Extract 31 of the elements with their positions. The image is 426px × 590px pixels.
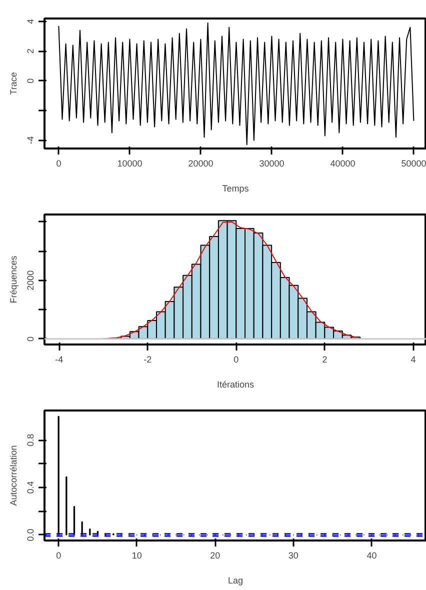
x-tick-label: 50000 xyxy=(401,158,426,168)
y-tick-label: 0.0 xyxy=(26,528,36,542)
x-tick-label: 30000 xyxy=(259,158,284,168)
x-tick-label: 40000 xyxy=(330,158,356,168)
y-tick-label: 0 xyxy=(26,78,36,84)
y-tick-label: 2000 xyxy=(26,270,36,290)
x-tick-label: -4 xyxy=(55,354,64,364)
x-tick-label: -2 xyxy=(144,354,152,364)
x-tick-label: 20000 xyxy=(188,158,214,168)
x-tick-label: 10 xyxy=(132,550,142,560)
x-tick-label: 10000 xyxy=(117,158,142,168)
y-tick-label: 2 xyxy=(26,48,36,54)
x-tick-label: 4 xyxy=(410,354,416,364)
x-tick-label: 2 xyxy=(322,354,328,364)
x-tick-label: 0 xyxy=(56,158,62,168)
y-axis-title: Autocorrélation xyxy=(8,445,18,506)
y-tick-label: -4 xyxy=(26,136,36,144)
y-tick-label: 0 xyxy=(26,336,36,342)
y-axis-title: Trace xyxy=(8,72,18,95)
x-tick-label: 30 xyxy=(288,550,298,560)
y-tick-label: 0.4 xyxy=(26,481,36,494)
x-axis-title: Lag xyxy=(228,576,244,586)
x-tick-label: 40 xyxy=(366,550,377,560)
x-axis-title: Temps xyxy=(222,184,250,194)
x-axis-title: Itérations xyxy=(216,380,255,390)
x-tick-label: 0 xyxy=(56,550,62,560)
y-axis-title: Fréquences xyxy=(8,255,18,304)
x-tick-label: 20 xyxy=(210,550,220,560)
y-tick-label: 4 xyxy=(26,18,36,24)
y-tick-label: 0.8 xyxy=(26,434,36,446)
x-tick-label: 0 xyxy=(234,354,239,364)
